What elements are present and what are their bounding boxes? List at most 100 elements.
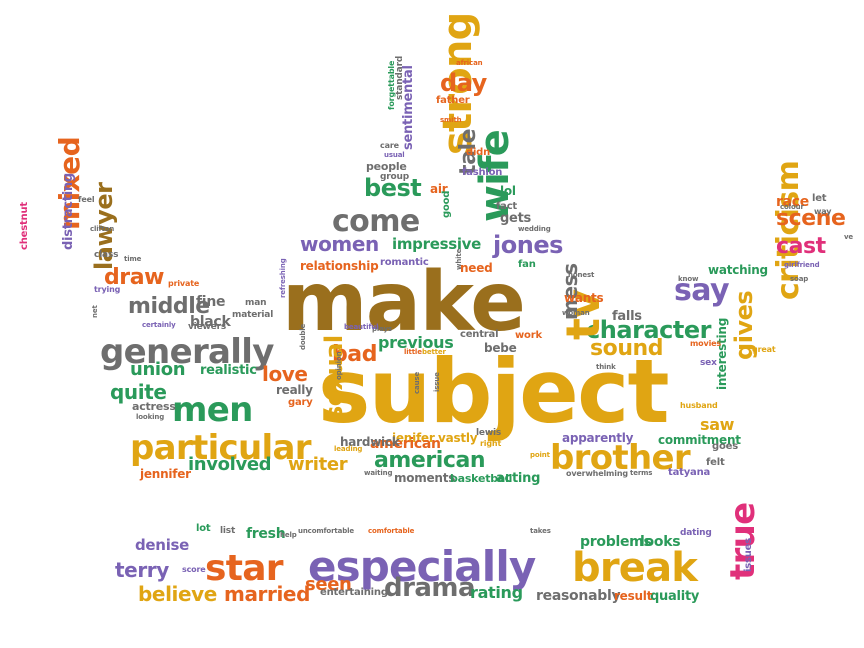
word-140: comfortable: [368, 527, 415, 536]
word-124: felt: [706, 457, 725, 468]
word-34: bad: [332, 342, 378, 368]
word-55: reasonably: [536, 587, 621, 604]
word-74: romantic: [380, 257, 429, 268]
word-130: lewis: [476, 427, 502, 438]
word-30: women: [300, 232, 379, 256]
word-76: fan: [518, 259, 536, 270]
word-89: african: [456, 59, 483, 68]
word-43: seen: [305, 573, 352, 595]
word-6: men: [172, 389, 253, 430]
word-147: issues: [743, 538, 754, 572]
word-129: right: [480, 438, 502, 448]
word-93: good: [441, 190, 452, 218]
word-115: beautiful: [344, 323, 379, 332]
word-113: plays: [372, 325, 392, 334]
word-134: really: [276, 383, 313, 398]
word-99: time: [124, 255, 142, 264]
word-4: particular: [130, 427, 312, 468]
word-101: private: [168, 278, 200, 288]
word-121: great: [752, 344, 776, 354]
word-48: realistic: [200, 362, 257, 378]
word-39: believe: [138, 582, 217, 606]
word-23: cast: [776, 234, 826, 260]
word-102: net: [91, 305, 99, 318]
word-104: man: [245, 297, 267, 308]
word-38: drama: [384, 573, 476, 604]
word-67: falls: [612, 308, 642, 324]
word-142: dating: [680, 527, 712, 538]
word-0: subject: [318, 339, 670, 443]
word-132: waiting: [364, 469, 393, 478]
word-83: people: [366, 160, 407, 174]
word-63: vastly: [438, 431, 478, 446]
word-51: impressive: [392, 235, 482, 253]
word-62: acting: [496, 470, 541, 486]
word-97: clifton: [90, 225, 115, 234]
word-70: watching: [708, 263, 768, 278]
word-22: scene: [776, 206, 846, 232]
word-8: star: [205, 548, 284, 590]
word-107: viewers: [188, 321, 227, 332]
word-153: soap: [790, 275, 809, 284]
word-85: father: [436, 95, 470, 106]
word-26: quite: [110, 380, 167, 404]
word-47: black: [190, 313, 231, 330]
word-148: white: [455, 248, 463, 270]
word-135: actress: [132, 400, 176, 414]
word-80: air: [430, 182, 448, 197]
word-82: fashion: [462, 167, 503, 178]
word-65: apparently: [562, 431, 634, 446]
word-103: certainly: [142, 321, 176, 330]
word-35: previous: [378, 333, 454, 353]
word-141: takes: [530, 527, 551, 536]
word-111: little: [404, 348, 422, 357]
word-145: entertaining: [320, 587, 388, 598]
word-123: goes: [712, 441, 738, 452]
word-46: fine: [196, 293, 226, 310]
word-33: love: [262, 362, 308, 386]
word-118: think: [596, 363, 616, 372]
word-152: girlfriend: [784, 261, 820, 270]
word-40: married: [224, 582, 310, 606]
word-81: group: [380, 171, 410, 182]
word-92: usual: [384, 151, 405, 160]
word-3: break: [572, 545, 698, 591]
word-78: lol: [500, 184, 516, 199]
word-72: let: [812, 193, 827, 204]
word-95: distracting: [61, 173, 76, 250]
word-90: smith: [440, 116, 462, 125]
word-28: day: [440, 68, 487, 97]
word-108: central: [460, 329, 499, 340]
word-137: fresh: [246, 525, 286, 542]
word-29: best: [364, 173, 422, 202]
word-64: hardwick: [340, 435, 400, 450]
word-144: list: [220, 525, 236, 536]
word-133: gary: [288, 397, 313, 408]
word-154: ve: [844, 233, 854, 242]
word-149: issue: [433, 372, 441, 392]
word-68: wants: [564, 291, 604, 306]
word-75: need: [460, 261, 493, 276]
word-127: overwhelming: [566, 468, 628, 478]
word-110: bebe: [484, 341, 517, 356]
word-156: wedding: [518, 225, 551, 234]
word-59: american: [370, 435, 441, 452]
word-106: refreshing: [279, 258, 287, 298]
word-7: brother: [550, 437, 691, 478]
word-71: race: [776, 193, 810, 210]
word-44: rating: [470, 583, 523, 603]
word-12: come: [332, 204, 420, 239]
word-54: quality: [650, 588, 700, 604]
word-117: cause: [413, 371, 421, 394]
word-109: work: [515, 330, 542, 341]
word-61: basketball: [450, 472, 513, 486]
word-122: husband: [680, 400, 718, 410]
word-120: sex: [700, 357, 717, 368]
word-14: american: [374, 448, 486, 474]
word-158: know: [678, 275, 699, 284]
word-119: movies: [690, 338, 722, 348]
word-157: woman: [562, 309, 590, 318]
word-32: sound: [590, 336, 664, 362]
word-16: middle: [128, 294, 210, 320]
